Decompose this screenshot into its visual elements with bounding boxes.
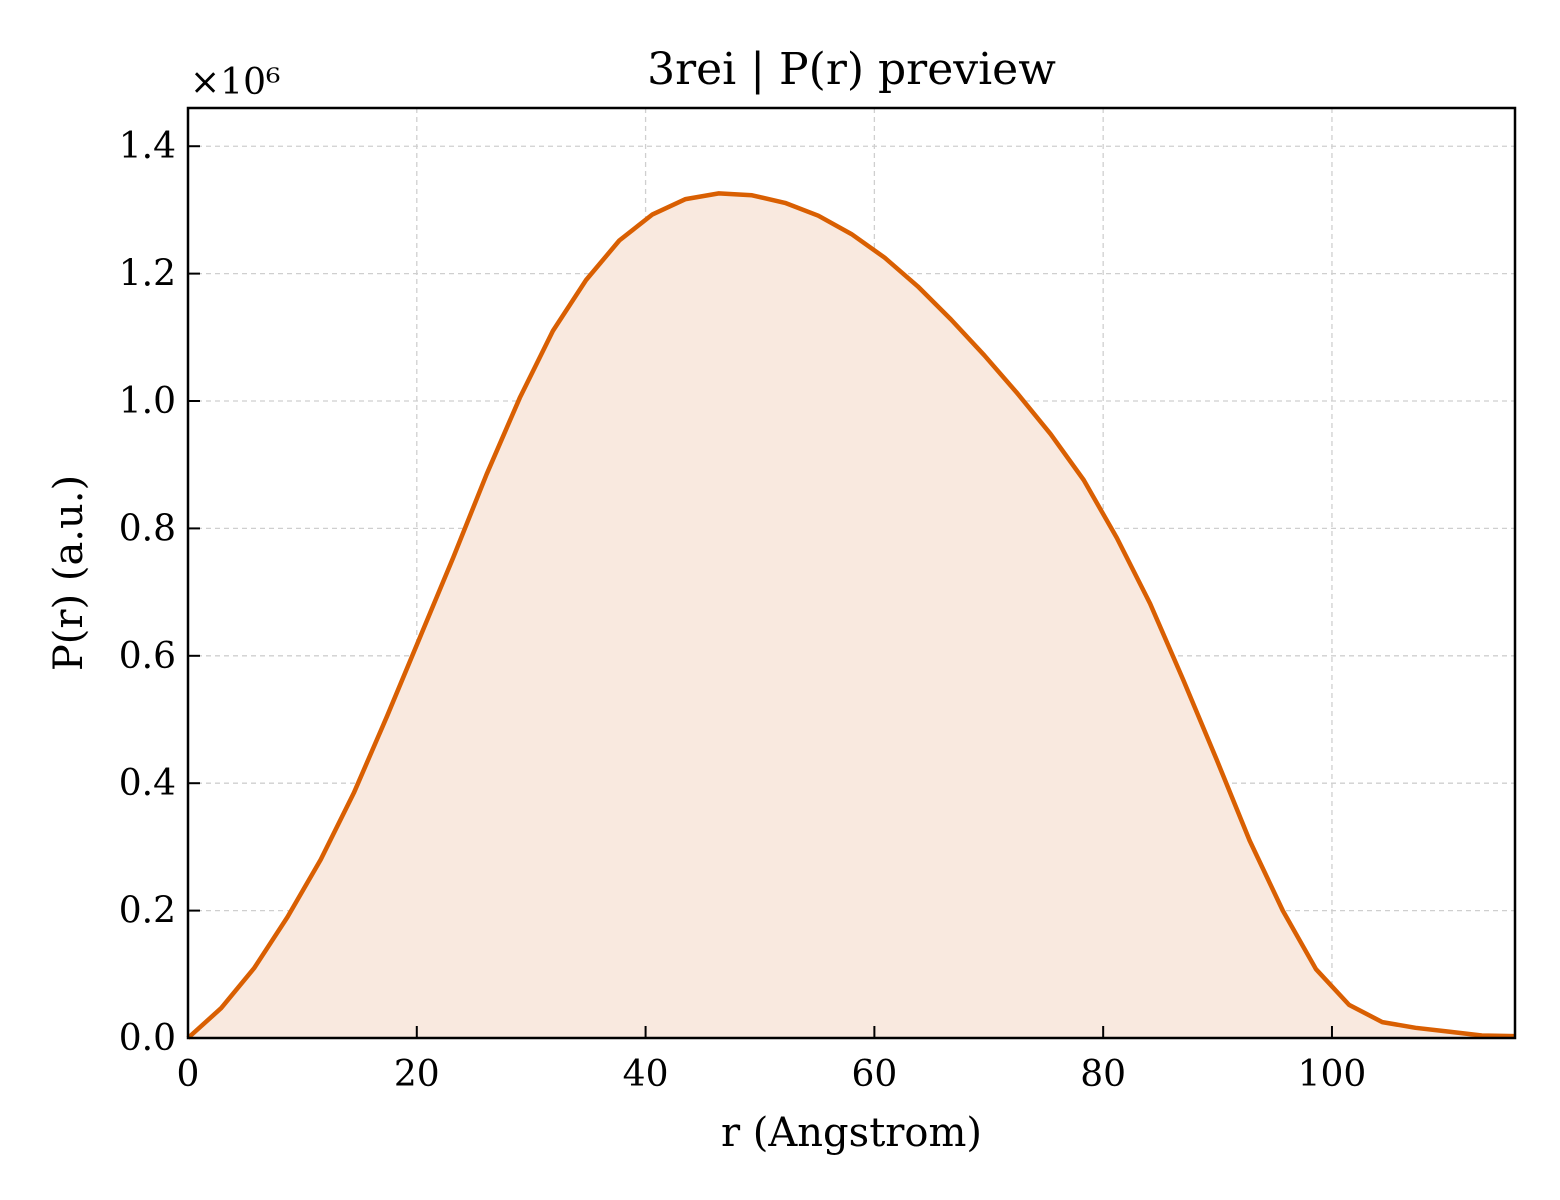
x-tick-label: 20 bbox=[394, 1054, 440, 1095]
x-axis-label: r (Angstrom) bbox=[721, 1110, 982, 1156]
y-tick-label: 1.2 bbox=[119, 254, 176, 295]
x-tick-label: 0 bbox=[177, 1054, 200, 1095]
y-tick-label: 0.2 bbox=[119, 891, 176, 932]
y-axis-ticks: 0.0 0.2 0.4 0.6 0.8 1.0 1.2 1.4 bbox=[119, 126, 200, 1059]
pr-area-fill bbox=[188, 193, 1515, 1038]
x-tick-label: 40 bbox=[623, 1054, 669, 1095]
y-tick-label: 0.4 bbox=[119, 763, 176, 804]
y-multiplier-label: ×10⁶ bbox=[190, 62, 280, 103]
y-tick-label: 0.6 bbox=[119, 636, 176, 677]
x-tick-label: 100 bbox=[1298, 1054, 1367, 1095]
y-tick-label: 0.0 bbox=[119, 1018, 176, 1059]
pr-series-line bbox=[186, 191, 1516, 1040]
x-tick-label: 80 bbox=[1080, 1054, 1126, 1095]
plot-frame bbox=[186, 106, 1517, 1040]
y-tick-label: 1.4 bbox=[119, 126, 176, 167]
y-tick-label: 0.8 bbox=[119, 508, 176, 549]
x-tick-label: 60 bbox=[851, 1054, 897, 1095]
chart-title: 3rei | P(r) preview bbox=[647, 44, 1056, 95]
y-axis-label: P(r) (a.u.) bbox=[46, 475, 92, 671]
y-tick-label: 1.0 bbox=[119, 381, 176, 422]
x-axis-ticks: 0 20 40 60 80 100 bbox=[177, 1026, 1367, 1095]
